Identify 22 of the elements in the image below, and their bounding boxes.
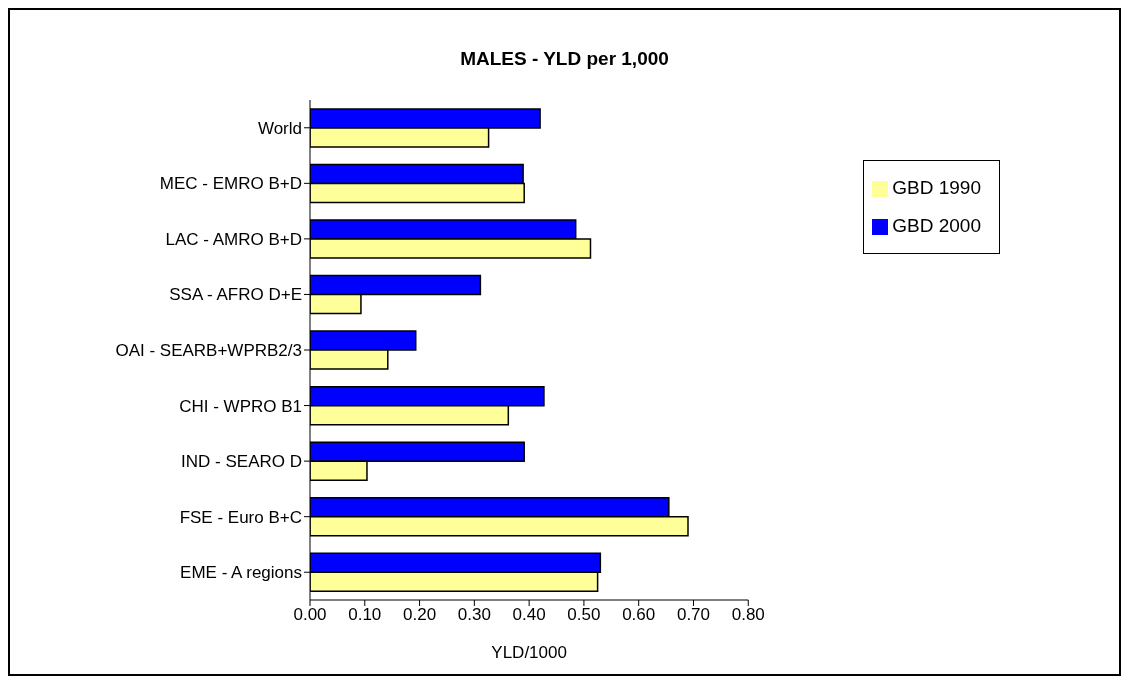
- legend-label: GBD 2000: [892, 215, 981, 236]
- y-tick-label: World: [257, 118, 302, 138]
- x-tick-label: 0.10: [348, 605, 382, 625]
- y-tick-label: IND - SEARO D: [181, 452, 302, 472]
- y-tick-label: SSA - AFRO D+E: [169, 285, 302, 305]
- y-tick-label: EME - A regions: [180, 563, 302, 583]
- y-tick-label: CHI - WPRO B1: [179, 396, 302, 416]
- chart-title: MALES - YLD per 1,000: [459, 48, 670, 70]
- x-tick-label: 0.00: [293, 605, 327, 625]
- y-tick-label: LAC - AMRO B+D: [165, 229, 302, 249]
- legend-label: GBD 1990: [892, 177, 981, 198]
- x-tick-label: 0.60: [622, 605, 656, 625]
- y-tick-label: FSE - Euro B+C: [179, 507, 302, 527]
- x-axis-title: YLD/1000: [491, 643, 567, 662]
- x-tick-label: 0.20: [403, 605, 437, 625]
- x-tick-label: 0.50: [567, 605, 601, 625]
- y-tick-label: OAI - SEARB+WPRB2/3: [115, 341, 302, 361]
- x-tick-label: 0.30: [457, 605, 491, 625]
- x-tick-label: 0.70: [676, 605, 711, 625]
- x-tick-label: 0.80: [731, 605, 765, 625]
- x-tick-label: 0.40: [512, 605, 546, 625]
- y-tick-label: MEC - EMRO B+D: [159, 174, 302, 194]
